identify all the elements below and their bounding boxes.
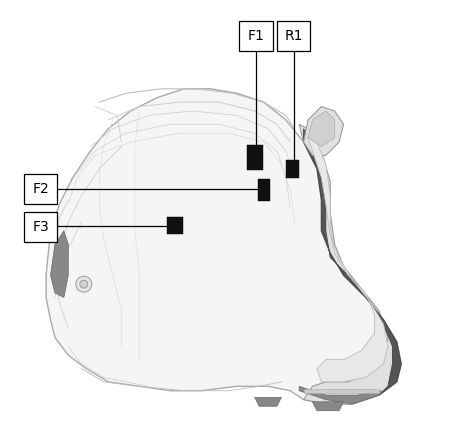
Polygon shape xyxy=(304,107,344,155)
Text: R1: R1 xyxy=(284,29,303,43)
Polygon shape xyxy=(312,402,344,411)
Bar xyxy=(286,160,299,178)
FancyBboxPatch shape xyxy=(239,21,273,51)
Polygon shape xyxy=(299,124,401,404)
Text: F1: F1 xyxy=(247,29,264,43)
Circle shape xyxy=(80,280,88,288)
Circle shape xyxy=(76,276,92,292)
FancyBboxPatch shape xyxy=(24,174,57,204)
Bar xyxy=(258,179,270,201)
Polygon shape xyxy=(51,231,68,297)
Bar xyxy=(247,145,263,170)
Polygon shape xyxy=(299,386,383,404)
Polygon shape xyxy=(304,388,379,393)
Polygon shape xyxy=(308,138,388,382)
Polygon shape xyxy=(304,129,401,395)
Text: F3: F3 xyxy=(32,220,49,234)
Polygon shape xyxy=(255,397,282,406)
Text: F2: F2 xyxy=(32,182,49,196)
Polygon shape xyxy=(46,89,401,404)
FancyBboxPatch shape xyxy=(24,212,57,242)
Bar xyxy=(167,217,183,234)
FancyBboxPatch shape xyxy=(277,21,310,51)
Polygon shape xyxy=(308,111,335,147)
